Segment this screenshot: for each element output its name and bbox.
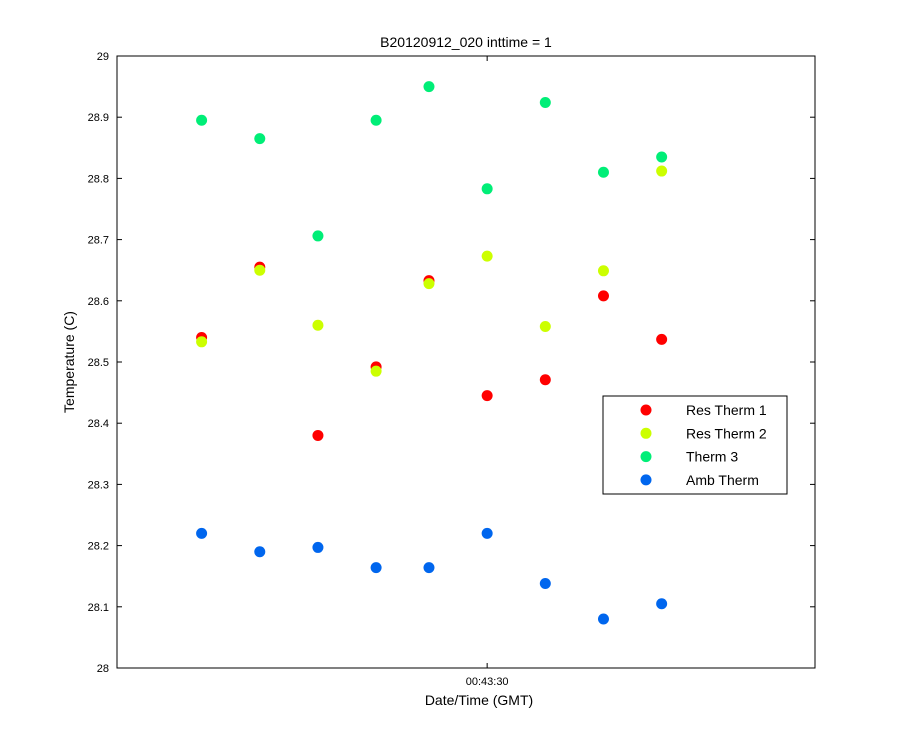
data-point — [656, 151, 668, 163]
data-point — [539, 97, 551, 109]
data-point — [423, 81, 435, 93]
y-tick-label: 29 — [97, 51, 109, 63]
legend-label: Res Therm 1 — [686, 402, 767, 418]
y-tick-label: 28.1 — [88, 602, 109, 614]
legend-marker — [640, 474, 652, 486]
data-point — [597, 166, 609, 178]
data-point — [312, 541, 324, 553]
legend-marker — [640, 404, 652, 416]
x-axis: 00:43:30 — [466, 56, 509, 688]
data-point — [254, 264, 266, 276]
legend-label: Therm 3 — [686, 449, 738, 465]
series-amb-therm — [196, 527, 668, 625]
data-point — [423, 278, 435, 290]
data-point — [481, 250, 493, 262]
y-tick-label: 28.9 — [88, 112, 109, 124]
y-tick-label: 28.8 — [88, 173, 109, 185]
y-tick-label: 28.2 — [88, 541, 109, 553]
legend-label: Amb Therm — [686, 472, 759, 488]
chart-title: B20120912_020 inttime = 1 — [380, 34, 552, 50]
series-res-therm-2 — [196, 165, 668, 377]
data-point — [254, 546, 266, 558]
data-point — [539, 321, 551, 333]
data-point — [539, 578, 551, 590]
data-point — [196, 114, 208, 126]
data-point — [656, 333, 668, 345]
data-point — [481, 183, 493, 195]
data-point — [196, 527, 208, 539]
data-point — [597, 290, 609, 302]
data-point — [539, 374, 551, 386]
y-axis: 28 28.1 28.2 28.3 28.4 28.5 28.6 28.7 28.8 28.9 29 — [88, 51, 815, 675]
y-tick-label: 28.5 — [88, 357, 109, 369]
data-point — [656, 598, 668, 610]
plot-area — [116, 55, 816, 669]
data-point — [370, 562, 382, 574]
data-points — [196, 81, 668, 625]
legend: Res Therm 1 Res Therm 2 Therm 3 Amb Therm — [602, 395, 788, 495]
legend-label: Res Therm 2 — [686, 425, 767, 441]
y-tick-label: 28.7 — [88, 235, 109, 247]
x-axis-label: Date/Time (GMT) — [425, 692, 533, 708]
data-point — [370, 365, 382, 377]
data-point — [656, 165, 668, 177]
data-point — [481, 527, 493, 539]
data-point — [196, 336, 208, 348]
data-point — [312, 230, 324, 242]
data-point — [423, 562, 435, 574]
y-tick-label: 28.6 — [88, 296, 109, 308]
data-point — [597, 613, 609, 625]
data-point — [254, 133, 266, 145]
y-axis-label: Temperature (C) — [61, 311, 77, 413]
legend-box — [602, 395, 788, 495]
data-point — [481, 390, 493, 402]
data-point — [597, 265, 609, 277]
data-point — [312, 319, 324, 331]
legend-marker — [640, 427, 652, 439]
data-point — [312, 429, 324, 441]
series-therm-3 — [196, 81, 668, 242]
data-point — [370, 114, 382, 126]
x-tick-label: 00:43:30 — [466, 676, 509, 688]
y-tick-label: 28.4 — [88, 418, 109, 430]
legend-marker — [640, 451, 652, 463]
y-tick-label: 28 — [97, 663, 109, 675]
y-tick-label: 28.3 — [88, 479, 109, 491]
